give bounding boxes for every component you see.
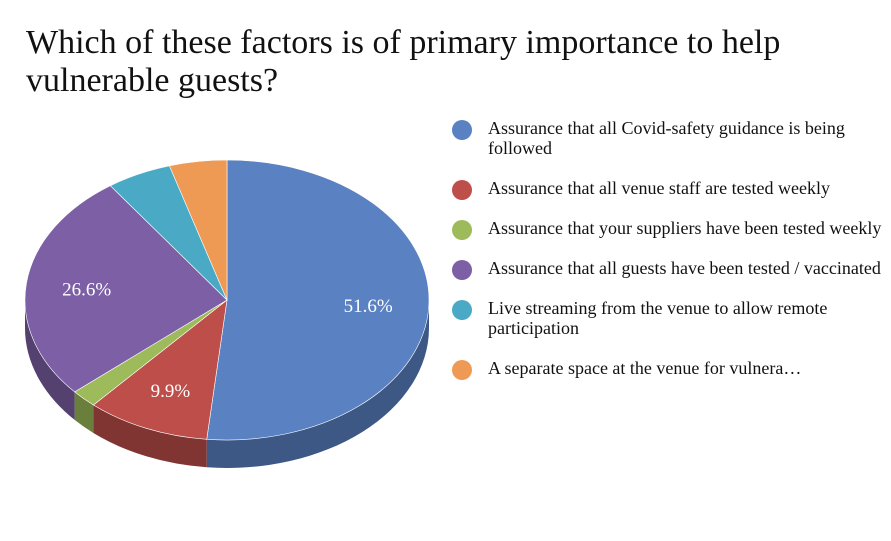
legend-label: Live streaming from the venue to allow r… bbox=[488, 298, 828, 338]
legend-item: Live streaming from the venue to allow r… bbox=[452, 298, 882, 338]
legend-swatch bbox=[452, 120, 472, 140]
pie-value-label-3: 26.6% bbox=[62, 279, 111, 300]
pie-slice-side-1 bbox=[93, 405, 207, 468]
legend-swatch bbox=[452, 260, 472, 280]
legend: Assurance that all Covid-safety guidance… bbox=[452, 118, 882, 398]
pie-value-label-1: 9.9% bbox=[151, 381, 191, 402]
legend-label: Assurance that all guests have been test… bbox=[488, 258, 881, 278]
legend-item: Assurance that all venue staff are teste… bbox=[452, 178, 882, 200]
legend-swatch bbox=[452, 300, 472, 320]
legend-label: A separate space at the venue for vulner… bbox=[488, 358, 802, 378]
legend-swatch bbox=[452, 360, 472, 380]
pie-value-labels: 51.6% 9.9% 26.6% bbox=[62, 279, 393, 401]
legend-swatch bbox=[452, 220, 472, 240]
legend-item: A separate space at the venue for vulner… bbox=[452, 358, 882, 380]
legend-label: Assurance that all Covid-safety guidance… bbox=[488, 118, 845, 158]
pie-slice-side-0 bbox=[206, 300, 429, 468]
legend-swatch bbox=[452, 180, 472, 200]
legend-label: Assurance that all venue staff are teste… bbox=[488, 178, 831, 198]
legend-item: Assurance that all Covid-safety guidance… bbox=[452, 118, 882, 158]
pie-slice-3 bbox=[24, 185, 228, 393]
legend-item: Assurance that all guests have been test… bbox=[452, 258, 882, 280]
pie-value-label-0: 51.6% bbox=[344, 296, 393, 317]
legend-label: Assurance that your suppliers have been … bbox=[488, 218, 882, 238]
chart-title: Which of these factors is of primary imp… bbox=[26, 24, 781, 99]
pie-slice-0 bbox=[206, 159, 430, 441]
pie-slice-1 bbox=[92, 299, 228, 440]
pie-slice-side-3 bbox=[25, 300, 75, 420]
pie-slice-5 bbox=[169, 159, 228, 301]
pie-slices bbox=[24, 159, 430, 441]
legend-item: Assurance that your suppliers have been … bbox=[452, 218, 882, 240]
